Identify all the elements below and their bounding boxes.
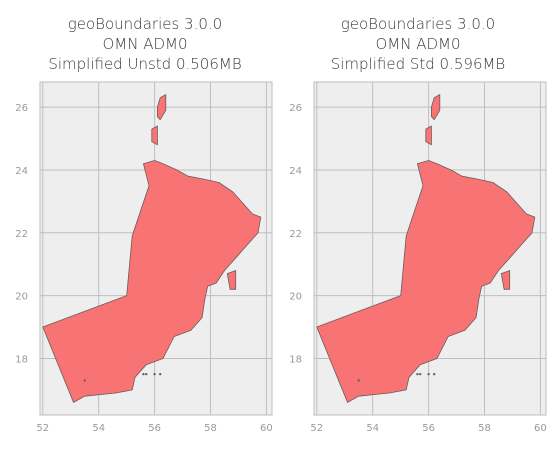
axes-left: 52 54 56 58 60 18 20 22 24 26 <box>15 81 273 434</box>
y-tick-label: 24 <box>15 166 28 177</box>
y-tick-label: 26 <box>15 103 28 114</box>
x-tick-label: 60 <box>260 423 273 434</box>
y-tick-label: 22 <box>15 229 28 240</box>
oman-mainland-shape <box>316 160 536 403</box>
x-tick-label: 52 <box>310 423 323 434</box>
x-tick-label: 52 <box>36 423 49 434</box>
panel-title: geoBoundaries 3.0.0 OMN ADM0 Simplified … <box>15 14 275 74</box>
y-tick-label: 26 <box>289 103 302 114</box>
madha-shape <box>151 125 158 146</box>
y-tick-label: 22 <box>289 229 302 240</box>
musandam-shape <box>430 94 441 121</box>
madha-shape <box>425 125 432 146</box>
island-dot <box>153 372 156 376</box>
x-tick-label: 58 <box>478 423 491 434</box>
title-line-2: OMN ADM0 <box>102 35 188 53</box>
island-dot <box>145 372 148 376</box>
x-tick-label: 58 <box>204 423 217 434</box>
x-tick-label: 54 <box>92 423 105 434</box>
island-dot <box>432 372 436 376</box>
panel-title: geoBoundaries 3.0.0 OMN ADM0 Simplified … <box>288 14 548 74</box>
island-dot <box>158 372 162 376</box>
island-dot <box>416 372 419 376</box>
y-tick-label: 20 <box>15 292 28 303</box>
title-line-1: geoBoundaries 3.0.0 <box>340 15 496 33</box>
title-line-2: OMN ADM0 <box>375 35 461 53</box>
masirah-island-shape <box>226 270 237 290</box>
x-tick-label: 54 <box>366 423 379 434</box>
title-line-3: Simplified Std 0.596MB <box>330 55 506 73</box>
axes-right: 52 54 56 58 60 18 20 22 24 26 <box>289 81 547 434</box>
title-line-1: geoBoundaries 3.0.0 <box>67 15 223 33</box>
musandam-shape <box>156 94 167 121</box>
oman-mainland-shape <box>42 160 262 403</box>
island-dot <box>142 372 145 376</box>
title-line-3: Simplified Unstd 0.506MB <box>48 55 242 73</box>
island-dot <box>357 379 360 382</box>
masirah-island-shape <box>500 270 511 290</box>
y-tick-label: 20 <box>289 292 302 303</box>
x-tick-label: 56 <box>422 423 435 434</box>
island-dot <box>419 372 422 376</box>
y-tick-label: 24 <box>289 166 302 177</box>
island-dot <box>83 379 86 382</box>
island-dot <box>427 372 430 376</box>
x-tick-label: 56 <box>148 423 161 434</box>
y-tick-label: 18 <box>15 354 28 365</box>
y-tick-label: 18 <box>289 354 302 365</box>
x-tick-label: 60 <box>534 423 547 434</box>
